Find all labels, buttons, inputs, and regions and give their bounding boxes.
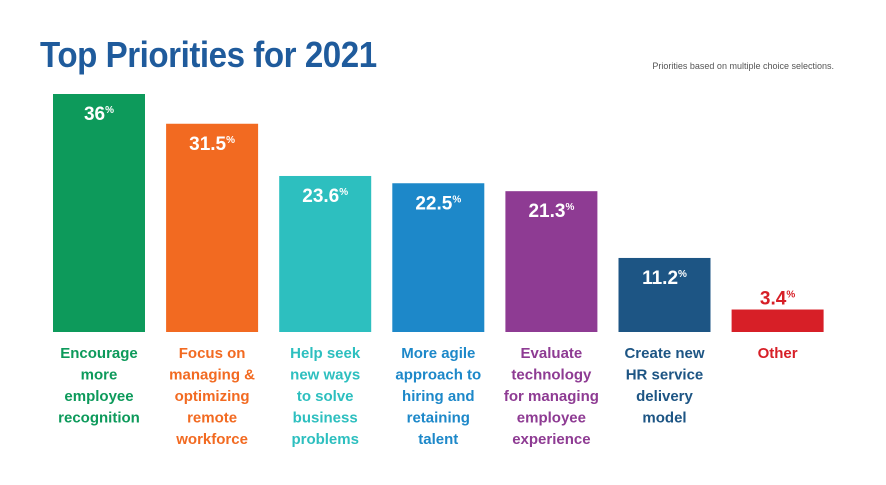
- bar-7: [731, 309, 824, 332]
- bar-3: [279, 175, 372, 332]
- chart-note: Priorities based on multiple choice sele…: [652, 61, 834, 71]
- category-label-4: More agile approach to hiring and retaining…: [395, 345, 481, 448]
- value-label-1: 36%: [84, 104, 114, 125]
- category-label-1: Encourage more employee recognition: [58, 345, 140, 427]
- value-label-6: 11.2%: [642, 268, 687, 289]
- category-label-5: Evaluate technology for managing employee ex…: [504, 345, 599, 448]
- value-label-2: 31.5%: [189, 134, 235, 155]
- value-label-4: 22.5%: [415, 193, 461, 214]
- bar-2: [166, 123, 259, 332]
- category-label-6: Create new HR service delivery model: [624, 345, 704, 427]
- category-label-3: Help seek new ways to solve business problem…: [290, 345, 361, 448]
- category-label-2: Focus on managing & optimizing remote workfo…: [169, 345, 255, 448]
- category-label-7: Other: [758, 345, 798, 362]
- value-label-5: 21.3%: [528, 201, 574, 222]
- bar-4: [392, 183, 485, 332]
- bar-6: [618, 257, 711, 332]
- value-label-7: 3.4%: [760, 289, 795, 310]
- value-label-3: 23.6%: [302, 186, 348, 207]
- chart-title: Top Priorities for 2021: [40, 34, 377, 75]
- bar-5: [505, 191, 598, 332]
- bar-1: [53, 94, 145, 332]
